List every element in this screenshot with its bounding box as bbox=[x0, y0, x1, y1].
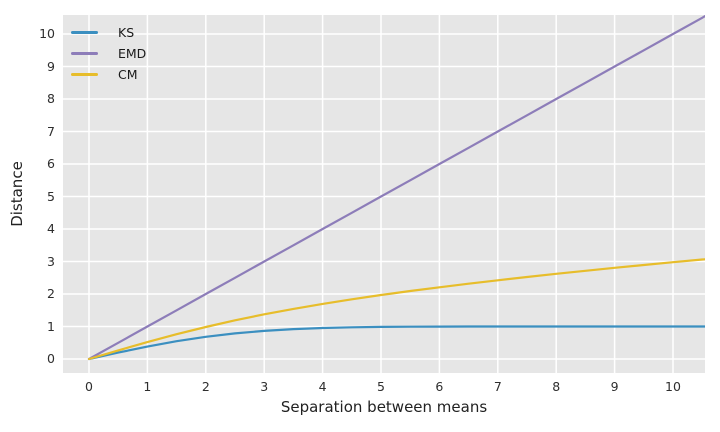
x-tick-label-3: 3 bbox=[260, 379, 269, 394]
y-tick-label-7: 7 bbox=[47, 123, 55, 139]
x-tick-label-10: 10 bbox=[665, 379, 681, 394]
x-tick-label-8: 8 bbox=[552, 379, 561, 394]
series-line-emd bbox=[87, 15, 705, 361]
legend-label-emd: EMD bbox=[118, 46, 147, 61]
y-tick-label-9: 9 bbox=[47, 58, 55, 74]
legend-swatch-emd bbox=[71, 52, 98, 55]
legend-item-emd: EMD bbox=[71, 43, 146, 64]
legend-label-ks: KS bbox=[118, 25, 135, 40]
y-tick-label-6: 6 bbox=[47, 156, 55, 171]
y-tick-label-3: 3 bbox=[47, 253, 55, 269]
y-tick-label-2: 2 bbox=[47, 286, 55, 301]
x-tick-label-6: 6 bbox=[435, 379, 444, 394]
y-tick-label-5: 5 bbox=[47, 188, 55, 204]
y-tick-label-8: 8 bbox=[47, 91, 55, 106]
y-axis-label: Distance bbox=[8, 161, 26, 227]
y-tick-label-0: 0 bbox=[47, 351, 55, 366]
legend-item-cm: CM bbox=[71, 64, 146, 85]
series-line-cm bbox=[87, 258, 705, 361]
x-tick-label-2: 2 bbox=[201, 379, 210, 394]
y-tick-label-4: 4 bbox=[47, 221, 55, 236]
y-tick-label-1: 1 bbox=[47, 318, 55, 334]
legend-swatch-ks bbox=[71, 31, 98, 34]
x-tick-label-9: 9 bbox=[610, 379, 619, 394]
chart-canvas bbox=[63, 15, 705, 373]
legend-swatch-cm bbox=[71, 73, 98, 76]
legend: KS EMD CM bbox=[71, 22, 146, 85]
x-tick-label-5: 5 bbox=[377, 379, 385, 394]
x-axis-label: Separation between means bbox=[280, 398, 488, 416]
plot-area: KS EMD CM bbox=[63, 15, 705, 373]
y-tick-label-10: 10 bbox=[39, 26, 55, 41]
x-tick-label-4: 4 bbox=[318, 379, 327, 394]
x-tick-label-1: 1 bbox=[143, 379, 152, 394]
legend-item-ks: KS bbox=[71, 22, 146, 43]
x-tick-label-7: 7 bbox=[493, 379, 502, 394]
x-tick-label-0: 0 bbox=[85, 379, 93, 394]
legend-label-cm: CM bbox=[118, 67, 138, 82]
series-line-ks bbox=[87, 325, 705, 361]
